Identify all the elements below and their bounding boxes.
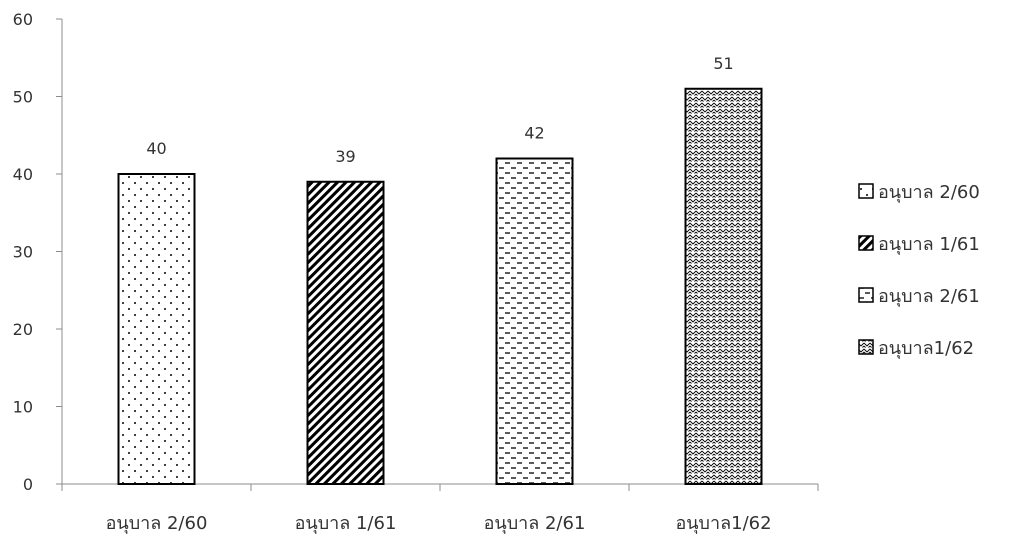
bar bbox=[684, 87, 763, 485]
y-tick-label: 60 bbox=[13, 10, 33, 29]
y-tick-label: 30 bbox=[13, 243, 33, 262]
y-tick-label: 20 bbox=[13, 320, 33, 339]
bars bbox=[117, 87, 763, 485]
y-tick-label: 40 bbox=[13, 165, 33, 184]
x-tick-label: อนุบาล 1/61 bbox=[295, 513, 397, 534]
y-tick-label: 0 bbox=[23, 475, 33, 494]
bar bbox=[306, 180, 385, 485]
legend: อนุบาล 2/60 อนุบาล 1/61 อนุบาล 2/61 อนุบาล1… bbox=[858, 182, 980, 359]
y-tick-label: 50 bbox=[13, 88, 33, 107]
data-label: 39 bbox=[335, 147, 355, 166]
data-labels: 40 อนุบาล 2/60 39 อนุบาล 1/61 42 อนุบาล 2/61 5… bbox=[106, 54, 772, 534]
legend-label: อนุบาล 2/61 bbox=[878, 286, 980, 307]
data-label: 42 bbox=[524, 124, 544, 143]
legend-label: อนุบาล 2/60 bbox=[878, 182, 980, 203]
data-label: 40 bbox=[146, 139, 166, 158]
legend-label: อนุบาล 1/61 bbox=[878, 234, 980, 255]
legend-swatch bbox=[858, 235, 874, 251]
y-tick-label: 10 bbox=[13, 398, 33, 417]
bar bbox=[495, 157, 574, 485]
data-label: 51 bbox=[713, 54, 733, 73]
legend-swatch bbox=[858, 183, 874, 199]
x-tick-label: อนุบาล 2/60 bbox=[106, 513, 208, 534]
legend-swatch bbox=[858, 287, 874, 303]
x-tick-label: อนุบาล1/62 bbox=[675, 513, 771, 534]
bar bbox=[117, 173, 196, 485]
legend-swatch bbox=[858, 339, 874, 355]
legend-label: อนุบาล1/62 bbox=[878, 338, 974, 359]
x-tick-label: อนุบาล 2/61 bbox=[484, 513, 586, 534]
